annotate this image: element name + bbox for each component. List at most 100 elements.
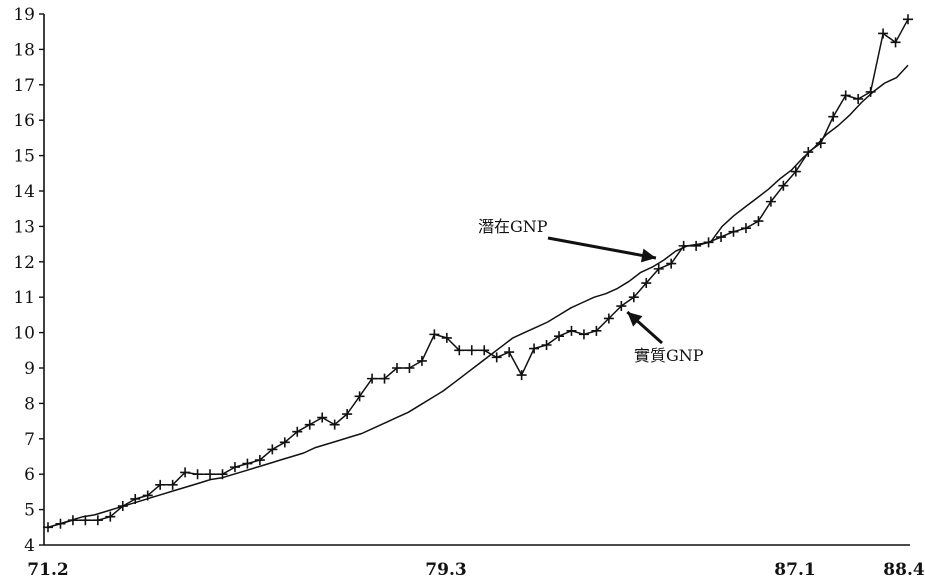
data-point	[803, 147, 814, 158]
y-tick-label: 15	[13, 147, 35, 167]
data-point	[479, 345, 490, 356]
data-point	[429, 329, 440, 340]
data-point	[815, 138, 826, 149]
data-point	[778, 180, 789, 191]
y-tick-label: 13	[13, 217, 35, 237]
data-point	[753, 216, 764, 227]
data-point	[491, 352, 502, 363]
data-point	[192, 469, 203, 480]
data-point	[541, 339, 552, 350]
data-point	[441, 332, 452, 343]
annotation-real-gnp: 實質GNP	[634, 346, 704, 365]
y-tick-label: 6	[24, 465, 35, 485]
data-point	[890, 37, 901, 48]
series-line-potential	[47, 64, 909, 529]
annotation-potential-gnp: 潛在GNP	[478, 217, 548, 236]
real-arrow-head	[627, 312, 643, 327]
y-tick-label: 19	[13, 5, 35, 25]
y-tick-label: 4	[24, 536, 35, 556]
data-point	[641, 278, 652, 289]
data-point	[628, 292, 639, 303]
data-point	[591, 325, 602, 336]
series-line-real	[47, 18, 909, 529]
data-point	[242, 458, 253, 469]
data-point	[840, 90, 851, 101]
data-point	[853, 93, 864, 104]
data-point	[292, 426, 303, 437]
data-point	[391, 363, 402, 373]
data-point	[865, 86, 876, 97]
data-point	[229, 462, 240, 473]
data-point	[367, 373, 378, 384]
y-tick-label: 14	[13, 182, 35, 202]
y-tick-label: 8	[24, 394, 35, 414]
data-point	[728, 226, 739, 237]
data-point	[80, 515, 91, 526]
y-tick-label: 18	[13, 40, 35, 60]
data-point	[666, 258, 677, 269]
data-point	[616, 301, 627, 312]
data-point	[180, 467, 191, 478]
data-point	[790, 166, 801, 177]
data-point	[354, 391, 365, 402]
series-layer	[43, 14, 913, 533]
y-tick-label: 7	[24, 430, 35, 450]
x-tick-label: 87.1	[774, 560, 815, 580]
data-point	[67, 515, 78, 526]
data-point	[43, 522, 53, 533]
y-tick-label: 10	[13, 324, 35, 344]
data-point	[304, 419, 315, 430]
data-point	[566, 325, 577, 336]
data-point	[217, 469, 228, 480]
x-tick-label: 79.3	[425, 560, 466, 580]
potential-arrow-shaft	[547, 236, 657, 260]
y-tick-label: 11	[13, 288, 35, 308]
data-point	[142, 490, 153, 501]
axes	[43, 14, 910, 546]
data-point	[254, 455, 265, 466]
data-point	[130, 493, 141, 504]
y-tick-label: 5	[24, 501, 35, 521]
data-point	[653, 263, 664, 274]
data-point	[765, 196, 776, 207]
data-point	[329, 419, 340, 430]
data-point	[404, 363, 415, 373]
data-point	[691, 240, 702, 251]
x-tick-label: 88.4	[883, 560, 925, 580]
y-tick-label: 9	[24, 359, 35, 379]
data-point	[678, 240, 689, 251]
data-point	[454, 345, 465, 356]
data-point	[155, 479, 166, 490]
potential-arrow-head	[640, 248, 656, 263]
x-tick-label: 71.2	[27, 560, 68, 580]
data-point	[267, 444, 278, 455]
annotation-layer: 潛在GNP 實質GNP	[478, 217, 704, 365]
y-tick-label: 17	[13, 76, 35, 96]
data-point	[55, 518, 66, 529]
y-tick-label: 12	[13, 253, 35, 273]
y-ticks: 4 5 6 7 8 9 10 11 12 13 14 15 16 17 18 19	[13, 5, 44, 556]
x-ticks: 71.2 79.3 87.1 88.4	[27, 560, 925, 580]
data-point	[317, 412, 328, 423]
data-point	[716, 232, 727, 243]
data-point	[603, 313, 614, 324]
data-point	[878, 28, 889, 39]
data-point	[92, 515, 103, 526]
data-point	[828, 111, 839, 122]
data-point	[416, 355, 427, 366]
data-point	[342, 409, 353, 420]
data-point	[903, 14, 913, 25]
data-point	[504, 347, 515, 358]
data-point	[740, 223, 751, 234]
y-tick-label: 16	[13, 111, 35, 131]
data-point	[105, 511, 116, 522]
data-point	[279, 437, 290, 448]
data-point	[466, 345, 477, 356]
data-point	[703, 237, 714, 248]
data-point	[516, 370, 527, 381]
data-point	[578, 329, 589, 340]
data-point	[379, 373, 390, 384]
data-point	[117, 501, 128, 512]
data-point	[554, 331, 565, 342]
